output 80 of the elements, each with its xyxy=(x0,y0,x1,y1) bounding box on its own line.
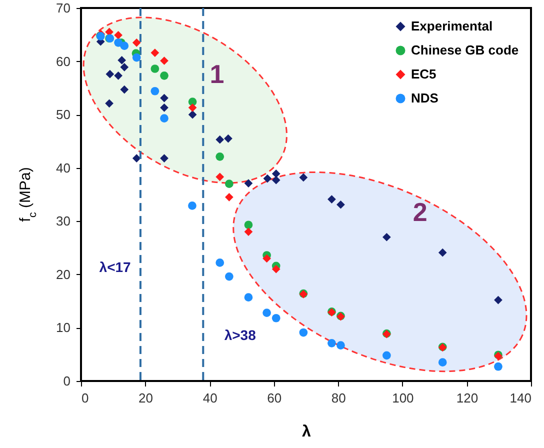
point xyxy=(216,135,224,144)
point xyxy=(105,99,114,108)
point xyxy=(336,200,345,209)
point xyxy=(106,70,114,78)
point xyxy=(224,272,234,281)
x-tick-label: 20 xyxy=(138,390,154,406)
point xyxy=(224,180,234,188)
point xyxy=(272,314,280,322)
annotation: λ>38 xyxy=(224,327,256,344)
point xyxy=(244,179,253,188)
point xyxy=(160,103,168,112)
point xyxy=(244,293,253,302)
point xyxy=(120,62,129,72)
point xyxy=(244,228,253,236)
point xyxy=(160,72,168,80)
y-tick-label: 70 xyxy=(56,0,70,16)
point xyxy=(494,362,502,371)
point xyxy=(114,30,122,40)
point xyxy=(150,48,160,57)
y-tick-label: 50 xyxy=(56,107,70,122)
point xyxy=(188,103,197,112)
x-tick-label: 120 xyxy=(456,390,478,406)
point xyxy=(132,38,141,47)
y-tick-label: 30 xyxy=(56,214,70,229)
point xyxy=(224,192,234,202)
annotation: 1 xyxy=(210,59,224,90)
x-tick-label: 0 xyxy=(82,390,89,406)
legend-label: EC5 xyxy=(411,66,436,82)
x-tick-label: 100 xyxy=(392,390,414,406)
point xyxy=(150,86,160,96)
point xyxy=(216,172,224,182)
point xyxy=(216,152,224,161)
point xyxy=(120,85,129,94)
legend-label: NDS xyxy=(411,90,439,106)
legend-label: Chinese GB code xyxy=(411,42,519,58)
annotation: λ<17 xyxy=(99,259,132,276)
point xyxy=(262,308,271,317)
y-tick-label: 10 xyxy=(56,320,70,336)
point xyxy=(272,176,280,184)
point xyxy=(262,254,271,263)
point xyxy=(120,42,129,50)
point xyxy=(299,328,308,337)
y-tick-label: 60 xyxy=(56,54,70,69)
x-tick-label: 40 xyxy=(202,390,218,406)
point xyxy=(160,154,168,162)
y-tick-label: 20 xyxy=(56,266,70,282)
point xyxy=(160,94,168,102)
point xyxy=(150,64,160,73)
point xyxy=(224,134,232,143)
point xyxy=(132,53,141,62)
legend-label: Experimental xyxy=(411,18,493,34)
annotation: 2 xyxy=(412,197,428,228)
y-tick-label: 0 xyxy=(63,374,70,388)
point xyxy=(336,341,345,350)
point xyxy=(216,258,224,267)
point xyxy=(188,110,197,119)
point xyxy=(328,195,336,204)
point xyxy=(188,202,196,210)
point xyxy=(244,220,253,230)
point xyxy=(438,248,447,257)
point xyxy=(382,232,391,242)
point xyxy=(160,114,168,122)
point xyxy=(272,170,280,178)
point xyxy=(299,173,308,182)
point xyxy=(438,358,447,367)
point xyxy=(114,38,122,47)
x-tick-label: 60 xyxy=(267,390,282,406)
point xyxy=(263,174,272,183)
point xyxy=(114,71,122,80)
point xyxy=(132,154,141,162)
point xyxy=(382,351,391,360)
point xyxy=(328,338,336,348)
point xyxy=(160,56,168,65)
y-tick-label: 40 xyxy=(56,160,70,176)
point xyxy=(494,296,502,304)
point xyxy=(272,264,280,274)
x-tick-label: 80 xyxy=(331,390,346,406)
x-tick-label: 140 xyxy=(510,390,532,406)
point xyxy=(118,56,126,64)
x-axis-title: λ xyxy=(302,424,312,440)
